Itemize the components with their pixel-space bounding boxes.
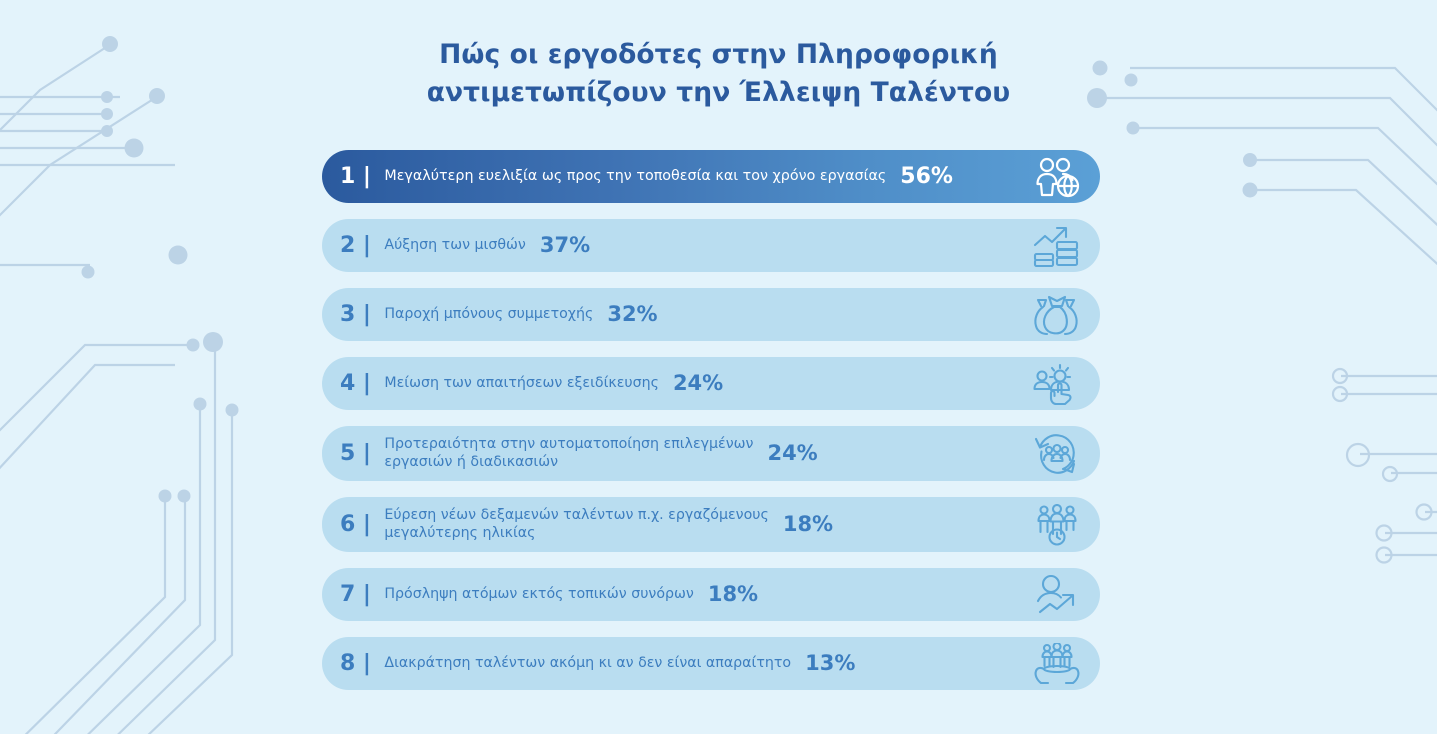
list-item[interactable]: 5 | Προτεραιότητα στην αυτοματοποίηση επι…: [322, 426, 1100, 481]
list-item[interactable]: 7 | Πρόσληψη ατόμων εκτός τοπικών συνόρων…: [322, 568, 1100, 621]
item-label: Παροχή μπόνους συμμετοχής: [384, 305, 594, 322]
list-item[interactable]: 8 | Διακράτηση ταλέντων ακόμη κι αν δεν ε…: [322, 637, 1100, 690]
people-idea-hand-icon: [1032, 363, 1082, 405]
item-percent: 37%: [539, 233, 591, 257]
rising-chart-coins-icon: [1032, 225, 1082, 267]
rank-number: 3 |: [340, 301, 372, 327]
rank-number: 5 |: [340, 440, 372, 466]
people-globe-icon: [1032, 156, 1082, 198]
list-item[interactable]: 4 | Μείωση των απαιτήσεων εξειδίκευσης 24…: [322, 357, 1100, 410]
ranked-list: 1 | Μεγαλύτερη ευελιξία ως προς την τοποθ…: [322, 150, 1100, 706]
item-percent: 18%: [782, 512, 834, 536]
item-percent: 18%: [707, 582, 759, 606]
list-item[interactable]: 3 | Παροχή μπόνους συμμετοχής 32%: [322, 288, 1100, 341]
person-growth-arrow-icon: [1032, 574, 1082, 616]
rank-number: 1 |: [340, 163, 372, 189]
item-label: Μείωση των απαιτήσεων εξειδίκευσης: [384, 374, 659, 391]
item-label: Διακράτηση ταλέντων ακόμη κι αν δεν είνα…: [384, 654, 792, 671]
item-label: Μεγαλύτερη ευελιξία ως προς την τοποθεσί…: [384, 167, 887, 184]
page-title: Πώς οι εργοδότες στην Πληροφορική αντιμε…: [0, 36, 1437, 111]
list-item[interactable]: 2 | Αύξηση των μισθών 37%: [322, 219, 1100, 272]
item-percent: 32%: [607, 302, 658, 326]
rank-number: 7 |: [340, 581, 372, 607]
item-percent: 24%: [672, 371, 724, 395]
title-line-2: αντιμετωπίζουν την Έλλειψη Ταλέντου: [426, 76, 1011, 108]
people-cycle-arrows-icon: [1032, 433, 1082, 475]
rank-number: 6 |: [340, 511, 372, 537]
list-item[interactable]: 6 | Εύρεση νέων δεξαμενών ταλέντων π.χ. ε…: [322, 497, 1100, 552]
item-label: Πρόσληψη ατόμων εκτός τοπικών συνόρων: [384, 585, 694, 602]
title-line-1: Πώς οι εργοδότες στην Πληροφορική: [439, 39, 998, 70]
item-percent: 24%: [767, 441, 818, 465]
list-item[interactable]: 1 | Μεγαλύτερη ευελιξία ως προς την τοποθ…: [322, 150, 1100, 203]
item-label: Αύξηση των μισθών: [384, 236, 526, 253]
rank-number: 2 |: [340, 232, 372, 258]
people-in-hands-icon: [1032, 642, 1082, 685]
item-label: Προτεραιότητα στην αυτοματοποίηση επιλεγ…: [384, 436, 754, 470]
people-clock-icon: [1032, 503, 1082, 546]
item-percent: 56%: [900, 163, 953, 189]
rank-number: 4 |: [340, 370, 372, 396]
money-bags-icon: [1032, 294, 1082, 336]
item-label: Εύρεση νέων δεξαμενών ταλέντων π.χ. εργα…: [384, 507, 769, 541]
item-percent: 13%: [805, 651, 856, 675]
rank-number: 8 |: [340, 650, 372, 676]
